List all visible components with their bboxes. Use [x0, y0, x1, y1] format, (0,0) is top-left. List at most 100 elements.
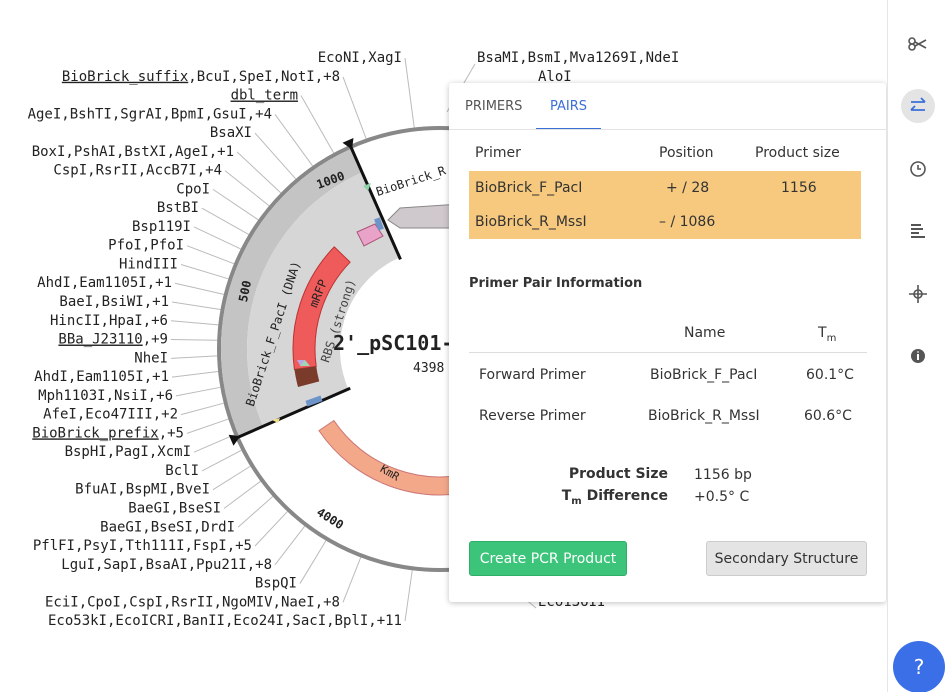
enzyme-label: dbl_term [231, 88, 298, 104]
enzyme-text: BsaXI [210, 125, 252, 141]
enzyme-label: BioBrick_prefix,+5 [32, 425, 184, 441]
enzyme-label: AfeI,Eco47III,+2 [43, 407, 178, 423]
small-feature [297, 360, 305, 367]
enzyme-text: AfeI,Eco47III,+2 [43, 407, 178, 423]
enzyme-label: BsaXI [210, 125, 252, 141]
boundary-line [347, 141, 402, 260]
leader-line [180, 402, 224, 416]
icon-primers[interactable] [910, 97, 926, 111]
enzyme-label: BaeI,BsiWI,+1 [59, 294, 169, 310]
icon-cut[interactable] [908, 37, 927, 51]
enzyme-label: BspQI [255, 576, 297, 592]
t-rest: Difference [581, 488, 668, 504]
enzyme-label: BfuAI,BspMI,BveI [75, 482, 210, 498]
enzyme-label: EcoNI,XagI [318, 50, 402, 66]
leader-line [223, 480, 261, 509]
leader-line [212, 188, 259, 221]
tab[interactable]: PRIMERS [465, 99, 523, 114]
help-button[interactable] [893, 641, 945, 693]
t: T [818, 325, 827, 341]
leader-line [193, 434, 235, 453]
leader-line [404, 570, 413, 622]
enzyme-label: EciI,CpoI,CspI,RsrII,NgoMIV,NaeI,+8 [45, 594, 340, 610]
leader-line [193, 226, 241, 250]
leader-line [175, 386, 221, 397]
enzyme-link: dbl_term [231, 88, 298, 104]
section-title: Primer Pair Information [469, 276, 643, 291]
feature-label: BioBrick_R [374, 163, 448, 199]
enzyme-text: LguI,SapI,BsaAI,Ppu21I,+8 [61, 557, 272, 573]
leader-line [201, 207, 249, 235]
td: Reverse Primer [479, 408, 586, 424]
enzyme-label: BoxI,PshAI,BstXI,AgeI,+1 [32, 144, 234, 160]
help-label[interactable]: ? [914, 655, 925, 679]
icon-active-bg[interactable] [901, 89, 935, 123]
td: 60.1°C [806, 367, 854, 383]
enzyme-text: AhdI,Eam1105I,+1 [37, 275, 172, 291]
enzyme-text: HincII,HpaI,+6 [50, 313, 168, 329]
small-feature [363, 183, 371, 191]
icon-align[interactable] [911, 224, 925, 238]
icon-digest[interactable] [909, 285, 927, 303]
leader-line [274, 525, 306, 566]
leader-line [342, 557, 362, 603]
plasmid-length: 4398 [413, 361, 444, 376]
td[interactable]: BioBrick_F_PacI [475, 180, 583, 196]
leader-line [201, 449, 242, 472]
enzyme-text: ,+5 [159, 425, 184, 441]
leader-line [180, 263, 229, 280]
label: Tm Difference [562, 488, 668, 507]
t-sub: m [826, 332, 837, 344]
tick-label: 500 [236, 279, 254, 303]
enzyme-text: CpoI [176, 181, 210, 197]
label: Product Size [568, 466, 668, 482]
enzyme-text: BaeGI,BseSI,DrdI [100, 519, 235, 535]
td: 1156 [781, 180, 817, 196]
value: +0.5° C [694, 489, 750, 505]
leader-line [186, 418, 229, 434]
enzyme-text: Mph1103I,NsiI,+6 [38, 388, 173, 404]
icon-history[interactable] [910, 161, 926, 177]
enzyme-label: BBa_J23110,+9 [58, 332, 168, 348]
plasmid-name: 2'_pSC101-A [333, 331, 465, 355]
enzyme-text: BaeGI,BseSI [128, 500, 221, 516]
leader-line [274, 114, 314, 167]
leader-line [300, 95, 335, 154]
leader-line [404, 57, 415, 128]
sidebar-icons: ? [893, 37, 945, 693]
divider [449, 129, 886, 130]
enzyme-label: CspI,RsrII,AccB7I,+4 [53, 163, 222, 179]
enzyme-text: EcoNI,XagI [318, 50, 402, 66]
rbs [356, 223, 384, 247]
td: BioBrick_R_MssI [648, 408, 760, 424]
enzyme-text: EciI,CpoI,CspI,RsrII,NgoMIV,NaeI,+8 [45, 594, 340, 610]
enzyme-text: NheI [134, 350, 168, 366]
cut-marker [342, 137, 354, 150]
enzyme-text: Eco53kI,EcoICRI,BanII,Eco24I,SacI,BplI,+… [48, 613, 402, 629]
leader-line [170, 320, 219, 326]
cut-marker [228, 434, 241, 446]
icon-info[interactable] [911, 349, 925, 363]
small-feature [272, 418, 280, 423]
enzyme-label: Mph1103I,NsiI,+6 [38, 388, 173, 404]
td: Forward Primer [479, 367, 586, 383]
enzyme-text: PfoI,PfoI [108, 238, 184, 254]
leader-line [224, 170, 270, 207]
secondary-button[interactable]: Secondary Structure [706, 541, 867, 576]
enzyme-label: HindIII [119, 256, 178, 272]
td[interactable]: BioBrick_R_MssI [475, 214, 587, 230]
tab-active[interactable]: PAIRS [550, 99, 588, 114]
leader-line [171, 371, 219, 378]
enzyme-label: HincII,HpaI,+6 [50, 313, 168, 329]
create-button[interactable]: Create PCR Product [469, 541, 627, 576]
enzyme-text: AgeI,BshTI,SgrAI,BpmI,GsuI,+4 [28, 106, 272, 122]
t: T [561, 488, 572, 504]
td: – / 1086 [659, 214, 716, 230]
cds-mrfp [292, 246, 351, 371]
th: Primer [475, 145, 521, 161]
leader-line [236, 151, 282, 194]
leader-line [170, 355, 218, 359]
enzyme-label: AgeI,BshTI,SgrAI,BpmI,GsuI,+4 [28, 106, 272, 122]
cds-arrow-tail [294, 366, 320, 388]
enzyme-link: BBa_J23110 [58, 332, 142, 348]
